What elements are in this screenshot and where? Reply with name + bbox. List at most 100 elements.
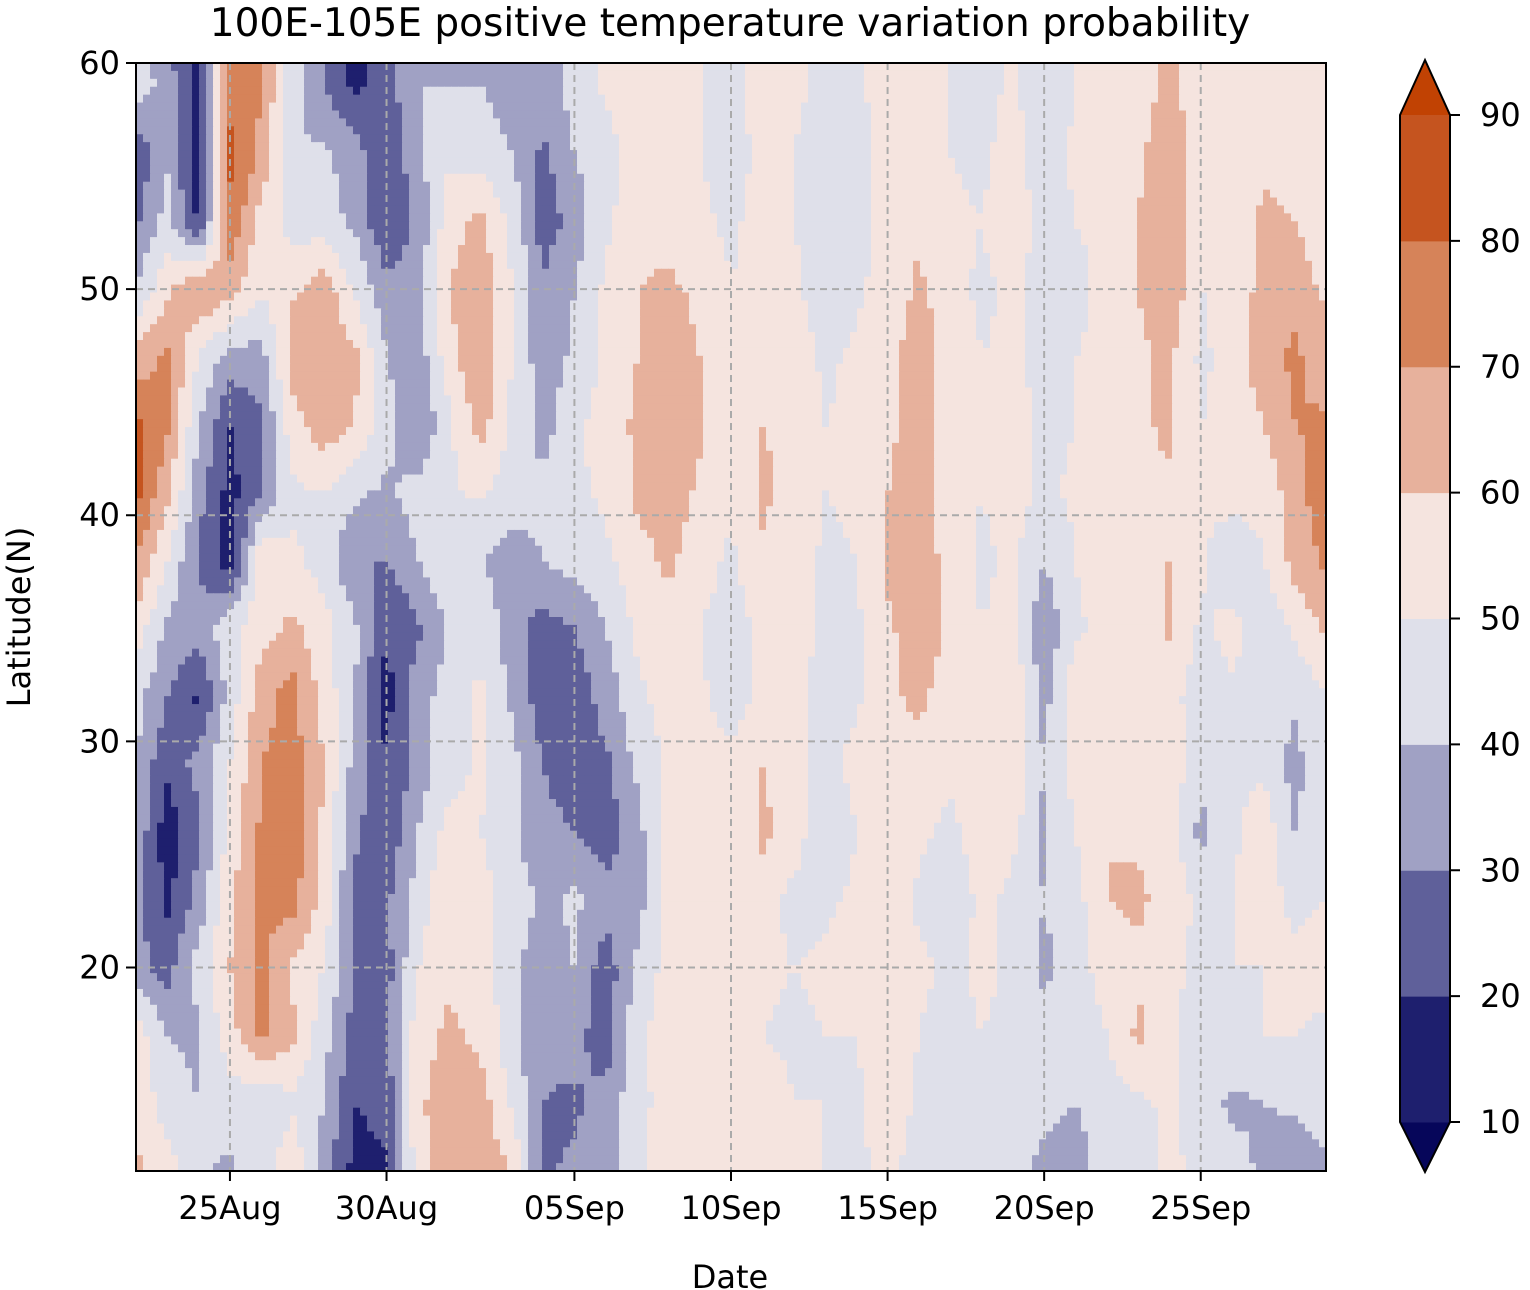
contour-cell bbox=[717, 103, 725, 112]
contour-cell bbox=[850, 103, 858, 112]
contour-cell bbox=[374, 87, 382, 96]
contour-cell bbox=[206, 126, 214, 135]
contour-cell bbox=[605, 110, 613, 119]
contour-cell bbox=[269, 87, 277, 96]
contour-cell bbox=[444, 150, 452, 159]
contour-cell bbox=[549, 110, 557, 119]
contour-cell bbox=[1151, 63, 1159, 72]
contour-cell bbox=[486, 63, 494, 72]
contour-cell bbox=[521, 95, 529, 104]
contour-cell bbox=[402, 95, 410, 104]
contour-cell bbox=[465, 87, 473, 96]
contour-cell bbox=[444, 110, 452, 119]
contour-cell bbox=[1242, 110, 1250, 119]
contour-cell bbox=[311, 103, 319, 112]
contour-cell bbox=[549, 134, 557, 143]
contour-cell bbox=[332, 87, 340, 96]
contour-cell bbox=[444, 142, 452, 151]
contour-cell bbox=[1193, 134, 1201, 143]
contour-cell bbox=[815, 134, 823, 143]
contour-cell bbox=[752, 79, 760, 88]
contour-cell bbox=[388, 79, 396, 88]
contour-cell bbox=[1088, 87, 1096, 96]
contour-cell bbox=[1284, 110, 1292, 119]
contour-cell bbox=[801, 63, 809, 72]
contour-cell bbox=[1193, 142, 1201, 151]
contour-cell bbox=[675, 63, 683, 72]
contour-cell bbox=[955, 118, 963, 127]
contour-cell bbox=[710, 71, 718, 80]
contour-cell bbox=[444, 103, 452, 112]
contour-cell bbox=[577, 63, 585, 72]
contour-cell bbox=[549, 142, 557, 151]
contour-cell bbox=[304, 63, 312, 72]
contour-cell bbox=[255, 87, 263, 96]
contour-cell bbox=[661, 150, 669, 159]
contour-cell bbox=[304, 118, 312, 127]
contour-cell bbox=[374, 142, 382, 151]
contour-cell bbox=[871, 103, 879, 112]
contour-cell bbox=[157, 95, 165, 104]
contour-cell bbox=[367, 134, 375, 143]
contour-cell bbox=[500, 118, 508, 127]
contour-cell bbox=[297, 79, 305, 88]
contour-cell bbox=[1074, 134, 1082, 143]
contour-cell bbox=[801, 79, 809, 88]
contour-cell bbox=[731, 71, 739, 80]
contour-cell bbox=[290, 150, 298, 159]
contour-cell bbox=[794, 103, 802, 112]
contour-cell bbox=[731, 79, 739, 88]
contour-cell bbox=[633, 71, 641, 80]
contour-cell bbox=[626, 63, 634, 72]
contour-cell bbox=[388, 71, 396, 80]
contour-cell bbox=[1312, 87, 1320, 96]
contour-cell bbox=[591, 126, 599, 135]
contour-cell bbox=[269, 71, 277, 80]
contour-cell bbox=[199, 118, 207, 127]
contour-cell bbox=[1270, 103, 1278, 112]
contour-cell bbox=[507, 126, 515, 135]
contour-cell bbox=[458, 71, 466, 80]
contour-cell bbox=[325, 142, 333, 151]
contour-cell bbox=[514, 71, 522, 80]
contour-cell bbox=[353, 63, 361, 72]
contour-cell bbox=[976, 87, 984, 96]
contour-cell bbox=[283, 134, 291, 143]
contour-cell bbox=[220, 103, 228, 112]
contour-cell bbox=[976, 95, 984, 104]
contour-cell bbox=[892, 103, 900, 112]
contour-cell bbox=[1277, 103, 1285, 112]
contour-cell bbox=[1228, 118, 1236, 127]
contour-cell bbox=[584, 79, 592, 88]
contour-cell bbox=[1277, 71, 1285, 80]
contour-cell bbox=[1039, 110, 1047, 119]
contour-cell bbox=[1011, 71, 1019, 80]
contour-cell bbox=[1088, 71, 1096, 80]
contour-cell bbox=[836, 71, 844, 80]
contour-cell bbox=[983, 142, 991, 151]
contour-cell bbox=[241, 142, 249, 151]
contour-cell bbox=[157, 103, 165, 112]
contour-cell bbox=[801, 118, 809, 127]
contour-cell bbox=[192, 103, 200, 112]
contour-cell bbox=[234, 71, 242, 80]
contour-cell bbox=[752, 134, 760, 143]
contour-cell bbox=[528, 118, 536, 127]
contour-cell bbox=[1060, 126, 1068, 135]
contour-cell bbox=[899, 95, 907, 104]
contour-cell bbox=[864, 79, 872, 88]
contour-cell bbox=[500, 95, 508, 104]
contour-cell bbox=[220, 79, 228, 88]
contour-cell bbox=[563, 103, 571, 112]
contour-cell bbox=[1088, 142, 1096, 151]
contour-cell bbox=[1109, 71, 1117, 80]
contour-cell bbox=[157, 110, 165, 119]
contour-cell bbox=[150, 126, 158, 135]
contour-cell bbox=[1011, 79, 1019, 88]
contour-cell bbox=[1109, 87, 1117, 96]
contour-cell bbox=[1221, 118, 1229, 127]
contour-cell bbox=[416, 95, 424, 104]
contour-cell bbox=[416, 79, 424, 88]
contour-cell bbox=[1053, 71, 1061, 80]
contour-cell bbox=[1186, 134, 1194, 143]
